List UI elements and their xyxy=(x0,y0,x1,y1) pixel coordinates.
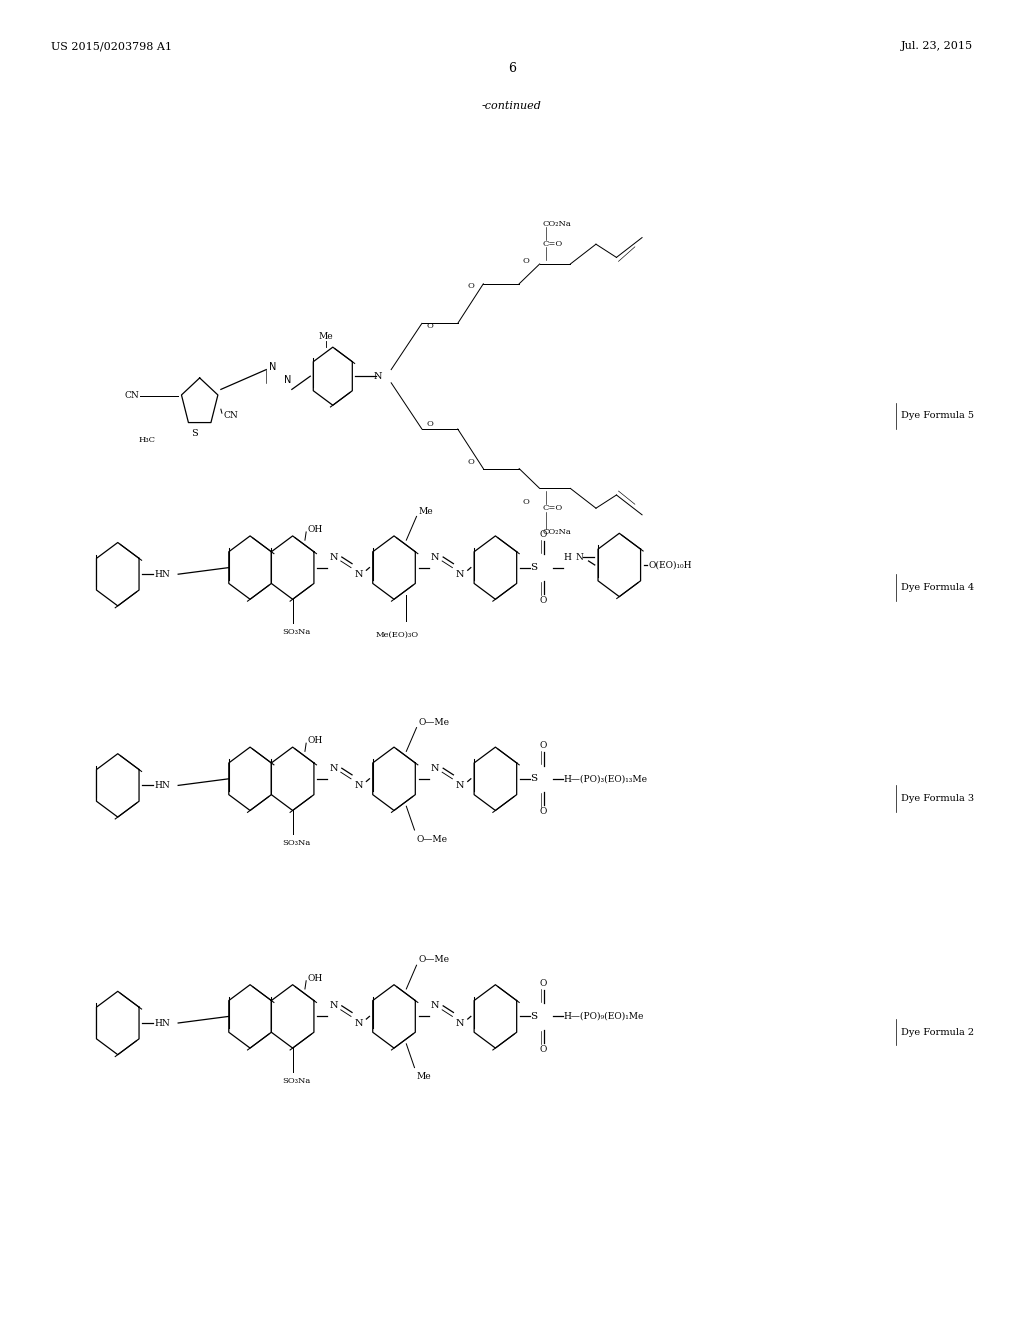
Text: O: O xyxy=(540,742,547,750)
Text: OH: OH xyxy=(307,737,323,744)
Text: O—Me: O—Me xyxy=(419,956,450,965)
Text: O: O xyxy=(427,420,433,428)
Text: C=O: C=O xyxy=(543,504,563,512)
Text: N: N xyxy=(354,1019,362,1027)
Text: OH: OH xyxy=(307,525,323,533)
Text: O: O xyxy=(540,531,547,539)
Text: S: S xyxy=(530,775,538,783)
Text: C=O: C=O xyxy=(543,240,563,248)
Text: S: S xyxy=(530,1012,538,1020)
Text: O: O xyxy=(522,257,529,265)
Text: O: O xyxy=(522,498,529,506)
Text: CO₂Na: CO₂Na xyxy=(543,220,571,228)
Text: HN: HN xyxy=(155,570,170,578)
Text: CO₂Na: CO₂Na xyxy=(543,528,571,536)
Text: SO₃Na: SO₃Na xyxy=(283,1077,310,1085)
Text: Jul. 23, 2015: Jul. 23, 2015 xyxy=(901,41,973,51)
Text: H—(PO)₃(EO)₁₃Me: H—(PO)₃(EO)₁₃Me xyxy=(563,775,647,783)
Text: Me: Me xyxy=(318,333,334,341)
Text: N: N xyxy=(269,362,276,372)
Text: O(EO)₁₀H: O(EO)₁₀H xyxy=(649,561,692,569)
Text: N: N xyxy=(374,372,382,380)
Text: Me: Me xyxy=(417,1072,431,1081)
Text: N: N xyxy=(575,553,583,561)
Text: N: N xyxy=(431,764,439,772)
Text: 6: 6 xyxy=(508,62,516,75)
Text: Me(EO)₃O: Me(EO)₃O xyxy=(376,631,419,639)
Text: O: O xyxy=(540,1045,547,1053)
Text: HN: HN xyxy=(155,1019,170,1027)
Text: US 2015/0203798 A1: US 2015/0203798 A1 xyxy=(51,41,172,51)
Text: O: O xyxy=(540,597,547,605)
Text: O: O xyxy=(468,282,474,290)
Text: H—(PO)₉(EO)₁Me: H—(PO)₉(EO)₁Me xyxy=(563,1012,643,1020)
Text: N: N xyxy=(431,553,439,561)
Text: N: N xyxy=(456,781,464,789)
Text: N: N xyxy=(354,781,362,789)
Text: N: N xyxy=(354,570,362,578)
Text: OH: OH xyxy=(307,974,323,982)
Text: Dye Formula 4: Dye Formula 4 xyxy=(901,583,974,591)
Text: HN: HN xyxy=(155,781,170,789)
Text: H: H xyxy=(563,553,570,561)
Text: CN: CN xyxy=(224,412,239,420)
Text: N: N xyxy=(330,1002,338,1010)
Text: -continued: -continued xyxy=(482,100,542,111)
Text: N: N xyxy=(330,553,338,561)
Text: S: S xyxy=(530,564,538,572)
Text: N: N xyxy=(330,764,338,772)
Text: SO₃Na: SO₃Na xyxy=(283,840,310,847)
Text: O: O xyxy=(540,979,547,987)
Text: N: N xyxy=(456,570,464,578)
Text: Dye Formula 5: Dye Formula 5 xyxy=(901,412,974,420)
Text: N: N xyxy=(431,1002,439,1010)
Text: CN: CN xyxy=(124,392,139,400)
Text: N: N xyxy=(456,1019,464,1027)
Text: O: O xyxy=(427,322,433,330)
Text: S: S xyxy=(191,429,198,438)
Text: SO₃Na: SO₃Na xyxy=(283,628,310,636)
Text: Dye Formula 2: Dye Formula 2 xyxy=(901,1028,974,1036)
Text: O: O xyxy=(540,808,547,816)
Text: N: N xyxy=(284,375,291,385)
Text: H₃C: H₃C xyxy=(138,437,156,445)
Text: O—Me: O—Me xyxy=(419,718,450,727)
Text: Me: Me xyxy=(419,507,433,516)
Text: Dye Formula 3: Dye Formula 3 xyxy=(901,795,974,803)
Text: O—Me: O—Me xyxy=(417,834,447,843)
Text: O: O xyxy=(468,458,474,466)
